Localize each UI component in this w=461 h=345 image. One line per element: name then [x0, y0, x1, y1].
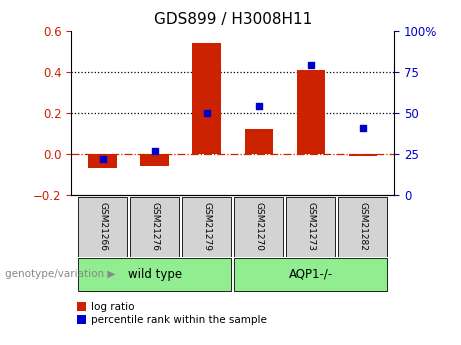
- Legend: log ratio, percentile rank within the sample: log ratio, percentile rank within the sa…: [77, 302, 267, 325]
- Text: GSM21273: GSM21273: [307, 202, 315, 252]
- Bar: [234, 197, 284, 257]
- Bar: [141, 154, 169, 166]
- Text: GSM21279: GSM21279: [202, 202, 211, 252]
- Text: GSM21276: GSM21276: [150, 202, 159, 252]
- Text: genotype/variation ▶: genotype/variation ▶: [5, 269, 115, 279]
- Text: AQP1-/-: AQP1-/-: [289, 268, 333, 281]
- Bar: [78, 258, 231, 291]
- Bar: [286, 197, 335, 257]
- Point: [359, 125, 366, 130]
- Bar: [296, 70, 325, 154]
- Text: GSM21266: GSM21266: [98, 202, 107, 252]
- Bar: [89, 154, 117, 168]
- Bar: [182, 197, 231, 257]
- Text: GSM21282: GSM21282: [358, 203, 367, 251]
- Text: GSM21270: GSM21270: [254, 202, 263, 252]
- Point: [99, 156, 106, 161]
- Point: [151, 148, 159, 154]
- Text: wild type: wild type: [128, 268, 182, 281]
- Bar: [338, 197, 387, 257]
- Bar: [193, 43, 221, 154]
- Point: [307, 63, 314, 68]
- Title: GDS899 / H3008H11: GDS899 / H3008H11: [154, 12, 312, 27]
- Point: [203, 110, 211, 116]
- Bar: [234, 258, 387, 291]
- Bar: [78, 197, 127, 257]
- Bar: [244, 129, 273, 154]
- Bar: [349, 154, 377, 156]
- Bar: [130, 197, 179, 257]
- Point: [255, 104, 262, 109]
